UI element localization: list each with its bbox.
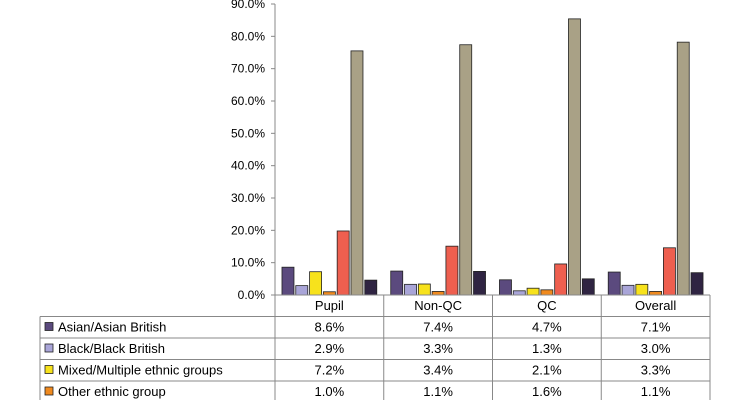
bar bbox=[607, 271, 621, 296]
bar bbox=[281, 266, 295, 296]
data-label: 3.0% bbox=[641, 341, 671, 356]
data-label: 3.3% bbox=[423, 341, 453, 356]
legend-label: Other ethnic group bbox=[58, 384, 166, 399]
y-tick-label: 30.0% bbox=[231, 191, 265, 205]
legend-swatch bbox=[44, 343, 54, 353]
y-tick-label: 70.0% bbox=[231, 62, 265, 76]
bar bbox=[676, 41, 690, 296]
x-category-label: Pupil bbox=[315, 298, 344, 313]
legend-swatch bbox=[44, 365, 54, 374]
bar bbox=[526, 287, 540, 296]
legend-label: Asian/Asian British bbox=[58, 320, 166, 335]
data-label: 4.7% bbox=[532, 320, 562, 335]
y-tick-label: 60.0% bbox=[231, 94, 265, 108]
y-tick-label: 10.0% bbox=[231, 256, 265, 270]
data-label: 2.1% bbox=[532, 363, 562, 378]
bar bbox=[690, 272, 704, 296]
legend-swatch bbox=[44, 386, 54, 396]
y-tick-label: 0.0% bbox=[238, 288, 266, 302]
bar bbox=[459, 44, 473, 296]
bar bbox=[445, 245, 459, 296]
bar bbox=[621, 284, 635, 296]
bar bbox=[390, 270, 404, 296]
bar bbox=[649, 291, 663, 296]
bar bbox=[364, 279, 378, 296]
bar bbox=[417, 283, 431, 296]
bar bbox=[512, 290, 526, 296]
data-label: 1.6% bbox=[532, 384, 562, 399]
bar bbox=[554, 263, 568, 296]
bar bbox=[404, 283, 417, 296]
y-tick-label: 80.0% bbox=[231, 29, 265, 43]
y-tick-label: 50.0% bbox=[231, 126, 265, 140]
data-label: 1.0% bbox=[315, 384, 345, 399]
bar bbox=[295, 285, 309, 296]
bar bbox=[568, 18, 581, 296]
data-label: 7.1% bbox=[641, 320, 671, 335]
data-label: 8.6% bbox=[315, 320, 345, 335]
data-label: 2.9% bbox=[315, 341, 345, 356]
data-label: 7.4% bbox=[423, 320, 453, 335]
data-label: 1.1% bbox=[423, 384, 453, 399]
bar bbox=[309, 271, 322, 296]
bar bbox=[473, 270, 486, 296]
bar bbox=[663, 247, 676, 296]
y-tick-label: 40.0% bbox=[231, 159, 265, 173]
data-label: 3.3% bbox=[641, 363, 671, 378]
bar bbox=[581, 278, 595, 296]
x-category-label: Non-QC bbox=[414, 298, 462, 313]
bar bbox=[540, 289, 554, 296]
bar bbox=[350, 50, 364, 296]
legend-label: Mixed/Multiple ethnic groups bbox=[58, 363, 223, 378]
bar bbox=[635, 283, 649, 296]
data-label: 3.4% bbox=[423, 363, 453, 378]
y-tick-label: 20.0% bbox=[231, 223, 265, 237]
x-category-label: Overall bbox=[635, 298, 676, 313]
data-label: 1.1% bbox=[641, 384, 671, 399]
data-label: 1.3% bbox=[532, 341, 562, 356]
legend-label: Black/Black British bbox=[58, 341, 165, 356]
legend-swatch bbox=[44, 322, 54, 331]
bar bbox=[336, 230, 350, 296]
bar bbox=[431, 291, 445, 296]
y-tick-label: 90.0% bbox=[231, 0, 265, 11]
bar bbox=[499, 279, 512, 296]
data-label: 7.2% bbox=[315, 363, 345, 378]
x-category-label: QC bbox=[537, 298, 557, 313]
